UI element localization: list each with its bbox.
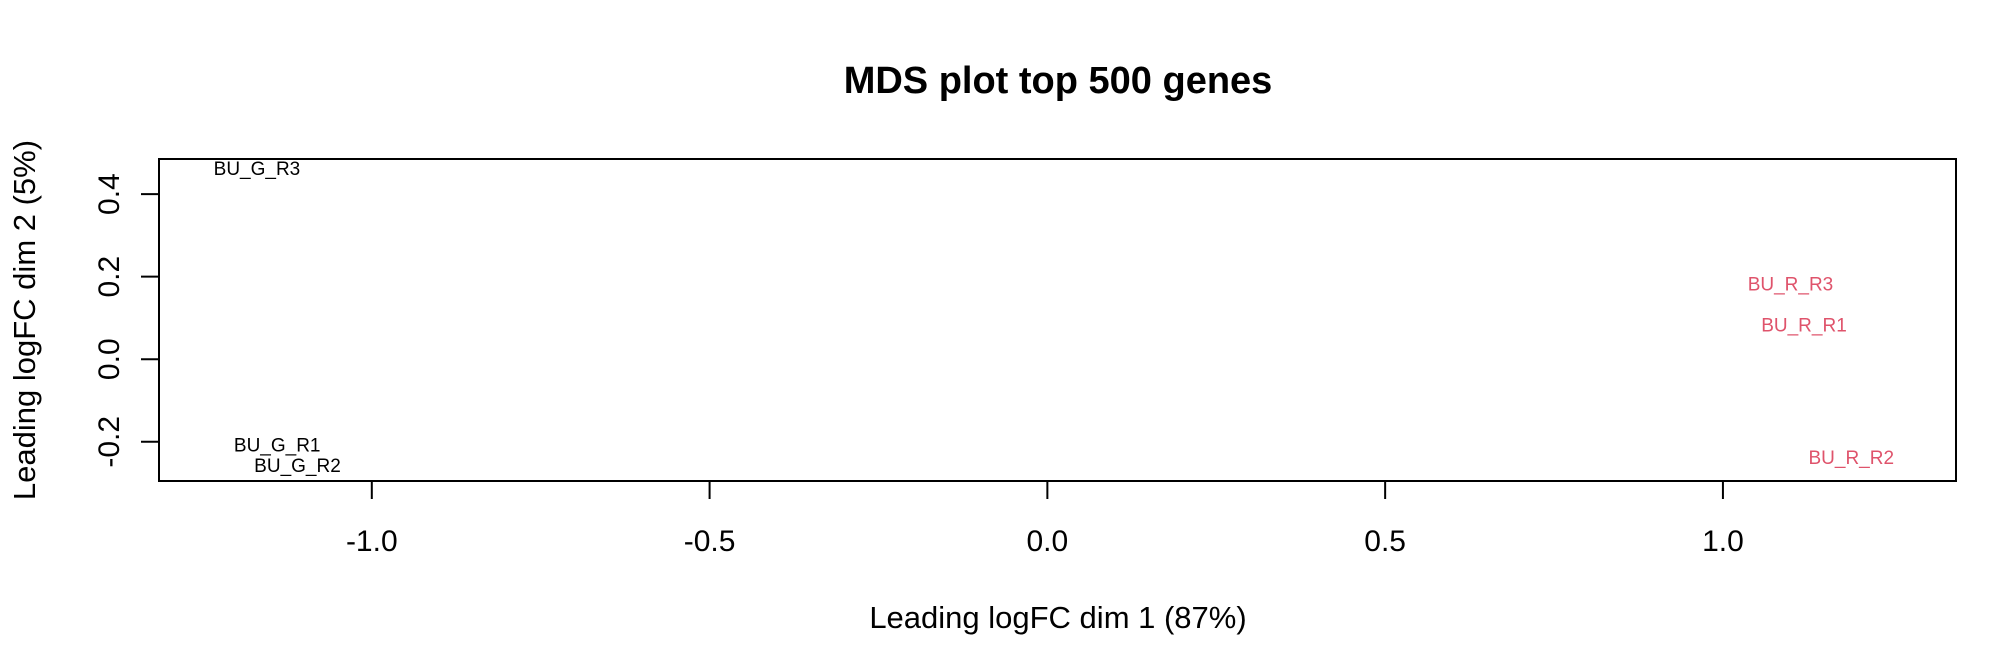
y-axis: -0.2 0.0 0.2 0.4	[93, 173, 160, 468]
x-tick-label: 1.0	[1702, 525, 1744, 558]
x-tick-label: 0.0	[1027, 525, 1069, 558]
x-tick-label: -0.5	[684, 525, 736, 558]
y-tick-label: 0.4	[93, 173, 126, 215]
plot-frame	[158, 158, 1957, 482]
x-tick-label: -1.0	[346, 525, 398, 558]
chart-title: MDS plot top 500 genes	[844, 60, 1273, 102]
x-axis-label: Leading logFC dim 1 (87%)	[869, 600, 1246, 635]
point-label-bu-r-r2: BU_R_R2	[1809, 448, 1895, 469]
y-tick-label: 0.2	[93, 256, 126, 298]
x-axis: -1.0 -0.5 0.0 0.5 1.0	[346, 480, 1744, 558]
point-label-bu-g-r2: BU_G_R2	[254, 456, 341, 477]
x-tick-label: 0.5	[1364, 525, 1406, 558]
y-tick-label: -0.2	[93, 416, 126, 468]
point-label-bu-r-r1: BU_R_R1	[1761, 316, 1847, 337]
point-label-bu-g-r1: BU_G_R1	[234, 435, 321, 456]
y-tick-label: 0.0	[93, 338, 126, 380]
point-label-bu-r-r3: BU_R_R3	[1748, 274, 1834, 295]
point-label-bu-g-r3: BU_G_R3	[214, 159, 301, 180]
y-axis-label: Leading logFC dim 2 (5%)	[7, 140, 42, 500]
